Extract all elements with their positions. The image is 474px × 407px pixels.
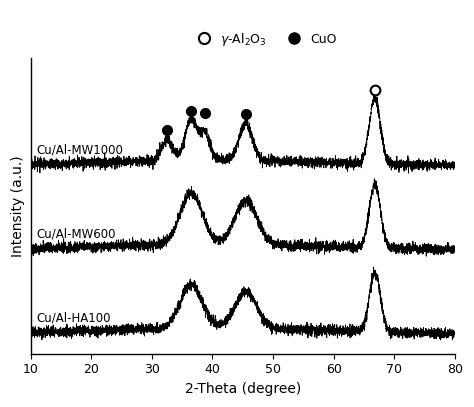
Y-axis label: Intensity (a.u.): Intensity (a.u.)	[11, 155, 25, 256]
Text: Cu/Al-MW1000: Cu/Al-MW1000	[36, 143, 124, 156]
Legend: $\gamma$-Al$_2$O$_3$, CuO: $\gamma$-Al$_2$O$_3$, CuO	[186, 26, 342, 53]
Text: Cu/Al-HA100: Cu/Al-HA100	[36, 311, 111, 324]
X-axis label: 2-Theta (degree): 2-Theta (degree)	[185, 382, 301, 396]
Text: Cu/Al-MW600: Cu/Al-MW600	[36, 228, 116, 241]
